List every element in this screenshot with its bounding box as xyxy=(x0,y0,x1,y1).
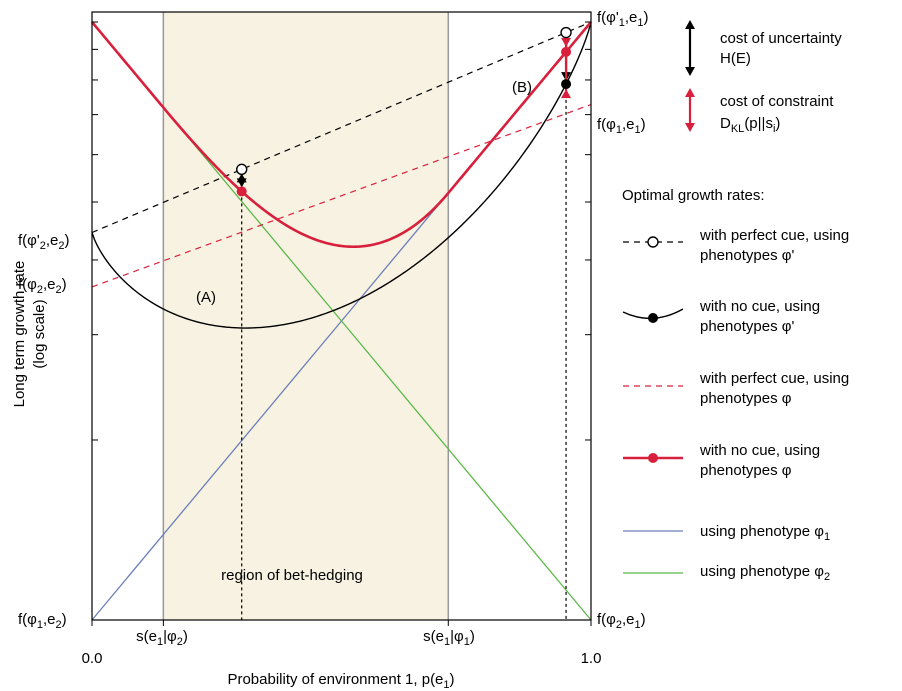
legend-item-phenotype-2: using phenotype φ2 xyxy=(623,563,830,583)
x-axis-label: Probability of environment 1, p(e1) xyxy=(227,671,454,691)
legend-cost-constraint: cost of constraint DKL(p||si) xyxy=(685,88,834,135)
label-s-e1-phi1: s(e1|φ1) xyxy=(423,628,475,648)
x-axis-label-main: Probability of environment 1, p(e xyxy=(227,671,443,688)
legend-item-4-line1: with no cue, using xyxy=(699,442,820,459)
legend-item-1-line1: with perfect cue, using xyxy=(699,227,849,244)
annotation-region: region of bet-hedging xyxy=(221,567,363,584)
axis-ticks xyxy=(91,21,592,626)
legend-item-2-line1: with no cue, using xyxy=(699,298,820,315)
legend-red-circle-marker xyxy=(648,453,658,463)
label-f-phi1-e2: f(φ1,e2) xyxy=(18,611,67,631)
legend-filled-circle-marker xyxy=(648,313,658,323)
cost-arrow-B-constraint-head-top xyxy=(561,89,572,99)
legend-item-3-line1: with perfect cue, using xyxy=(699,370,849,387)
x-axis-label-sub: 1 xyxy=(443,679,449,691)
legend-item-3-line2: phenotypes φ xyxy=(700,390,792,407)
label-f-phi1-e1: f(φ1,e1) xyxy=(597,116,646,136)
legend-item-4-line2: phenotypes φ xyxy=(700,462,792,479)
legend-uncertainty-line1: cost of uncertainty xyxy=(720,30,842,47)
legend-constraint-line2: DKL(p||si) xyxy=(720,115,780,135)
legend-optimal-title: Optimal growth rates: xyxy=(622,187,765,204)
x-tick-label-0: 0.0 xyxy=(82,650,103,667)
marker-B-open-circle xyxy=(560,26,572,39)
legend-constraint-arrowhead-bottom xyxy=(685,123,695,132)
label-f-phi2-e1: f(φ2,e1) xyxy=(597,611,646,631)
x-axis-label-end: ) xyxy=(450,671,455,688)
y-axis-label-line1: Long term growth rate xyxy=(11,261,28,408)
y-axis-label-line2: (log scale) xyxy=(31,299,48,368)
series-perfect-cue-phi-prime-line xyxy=(91,21,592,234)
chart-marks xyxy=(91,21,592,621)
label-s-e1-phi2: s(e1|φ2) xyxy=(136,628,188,648)
legend-item-no-cue-phi: with no cue, using phenotypes φ xyxy=(623,442,820,479)
marker-A-red-point xyxy=(236,186,247,197)
series-no-cue-phi-curve xyxy=(91,21,592,249)
legend-open-circle-marker xyxy=(647,236,659,248)
label-f-phi-prime2-e2: f(φ'2,e2) xyxy=(18,232,70,252)
marker-B-black-point xyxy=(561,79,572,90)
legend-item-5-label: using phenotype φ1 xyxy=(700,523,830,543)
legend-item-phenotype-1: using phenotype φ1 xyxy=(623,523,830,543)
label-f-phi2-e2: f(φ2,e2) xyxy=(18,276,67,296)
legend-item-2-line2: phenotypes φ' xyxy=(700,318,794,335)
legend-uncertainty-arrowhead-top xyxy=(685,20,695,29)
annotation-B: (B) xyxy=(512,79,532,96)
legend-item-perfect-cue-phi-prime: with perfect cue, using phenotypes φ' xyxy=(623,227,849,264)
legend-uncertainty-line2: H(E) xyxy=(720,50,751,67)
cost-arrow-B-constraint-head-bottom xyxy=(561,37,572,47)
legend-item-no-cue-phi-prime: with no cue, using phenotypes φ' xyxy=(622,298,820,335)
legend-cost-uncertainty: cost of uncertainty H(E) xyxy=(685,20,842,76)
legend-uncertainty-arrowhead-bottom xyxy=(685,67,695,76)
plot-frame xyxy=(91,11,592,621)
marker-A-open-circle xyxy=(235,163,248,176)
label-f-phi-prime1-e1: f(φ'1,e1) xyxy=(597,9,649,29)
legend-item-6-label: using phenotype φ2 xyxy=(700,563,830,583)
legend-item-1-line2: phenotypes φ' xyxy=(700,247,794,264)
annotation-A: (A) xyxy=(196,289,216,306)
series-perfect-cue-phi-line xyxy=(91,103,592,288)
cost-arrow-A-head-bottom xyxy=(236,178,247,188)
legend-item-perfect-cue-phi: with perfect cue, using phenotypes φ xyxy=(623,370,849,407)
bet-hedging-region xyxy=(163,12,449,620)
x-tick-label-1: 1.0 xyxy=(581,650,602,667)
marker-B-red-point xyxy=(561,46,572,57)
series-no-cue-phi-prime-curve xyxy=(91,21,592,329)
legend-constraint-arrowhead-top xyxy=(685,88,695,97)
legend-constraint-line1: cost of constraint xyxy=(720,93,834,110)
y-axis-label: Long term growth rate (log scale) xyxy=(11,261,48,408)
